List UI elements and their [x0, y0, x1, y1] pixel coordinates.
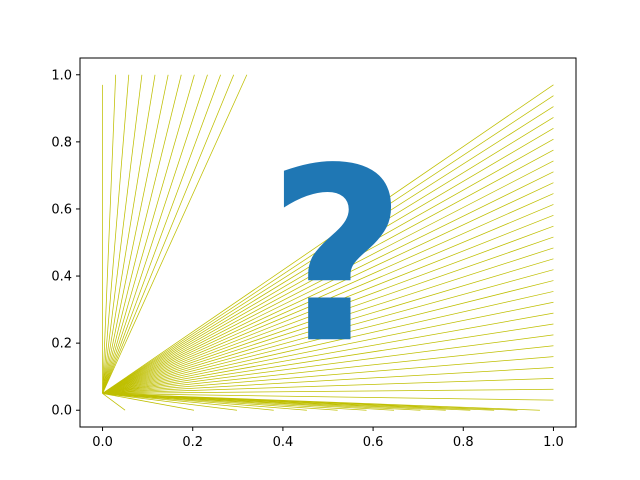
- x-tick-label: 0.8: [453, 435, 474, 450]
- steep-fan-line: [102, 74, 208, 394]
- y-tick-label: 0.4: [51, 270, 72, 285]
- x-tick-label: 0.6: [363, 435, 384, 450]
- right-fan-line: [102, 84, 554, 394]
- y-tick-label: 0.2: [51, 337, 72, 352]
- steep-fan-line: [102, 74, 195, 394]
- steep-fan-line: [102, 74, 235, 394]
- x-tick-label: 0.2: [182, 435, 203, 450]
- right-fan-line: [102, 247, 554, 394]
- y-tick-label: 1.0: [51, 68, 72, 83]
- right-fan-line: [102, 117, 554, 394]
- plot-area-frame: [79, 57, 577, 428]
- low-fan-line: [102, 393, 195, 411]
- question-mark-annotation: ?: [267, 116, 406, 396]
- right-fan-line: [102, 280, 554, 394]
- right-fan-line: [102, 269, 554, 394]
- steep-fan-line: [102, 74, 156, 394]
- right-fan-line: [102, 367, 554, 394]
- y-tick-label: 0.8: [51, 135, 72, 150]
- right-fan-line: [102, 388, 554, 394]
- steep-fan-line: [102, 74, 143, 394]
- right-fan-line: [102, 95, 554, 394]
- right-fan-line: [102, 149, 554, 394]
- right-fan-line: [102, 236, 554, 394]
- right-fan-line: [102, 393, 554, 401]
- y-axis: 0.0 0.2 0.4 0.6 0.8 1.0: [51, 68, 80, 419]
- y-tick-label: 0.6: [51, 202, 72, 217]
- steep-fan-line: [102, 74, 117, 394]
- right-fan-line: [102, 312, 554, 394]
- x-tick-label: 0.0: [92, 435, 113, 450]
- right-fan-line: [102, 301, 554, 394]
- x-axis: 0.0 0.2 0.4 0.6 0.8 1.0: [92, 427, 564, 450]
- right-fan-line: [102, 345, 554, 394]
- y-tick-label: 0.0: [51, 404, 72, 419]
- right-fan-line: [102, 204, 554, 394]
- steep-fan-line: [102, 74, 182, 394]
- right-fan-line: [102, 378, 554, 394]
- right-fan-line: [102, 323, 554, 394]
- right-fan-line: [102, 225, 554, 394]
- right-fan-line: [102, 356, 554, 394]
- right-fan-line: [102, 334, 554, 394]
- right-fan-line: [102, 214, 554, 394]
- low-fan-line: [102, 393, 126, 411]
- steep-fan-line: [102, 74, 248, 394]
- right-fan-line: [102, 258, 554, 394]
- right-fan-line: [102, 128, 554, 394]
- right-fan-line: [102, 182, 554, 394]
- steep-fan-line: [102, 74, 169, 394]
- right-fan-line: [102, 193, 554, 394]
- right-fan-line: [102, 106, 554, 394]
- right-fan-line: [102, 138, 554, 394]
- steep-fan-line: [102, 74, 130, 394]
- x-tick-label: 0.4: [273, 435, 294, 450]
- low-fan-line: [102, 393, 274, 411]
- x-tick-label: 1.0: [543, 435, 564, 450]
- low-fan-line: [102, 393, 540, 411]
- line-fans: [102, 74, 554, 411]
- steep-fan-line: [102, 74, 221, 394]
- right-fan-line: [102, 291, 554, 394]
- low-fan-line: [102, 393, 238, 411]
- right-fan-line: [102, 160, 554, 394]
- right-fan-line: [102, 171, 554, 394]
